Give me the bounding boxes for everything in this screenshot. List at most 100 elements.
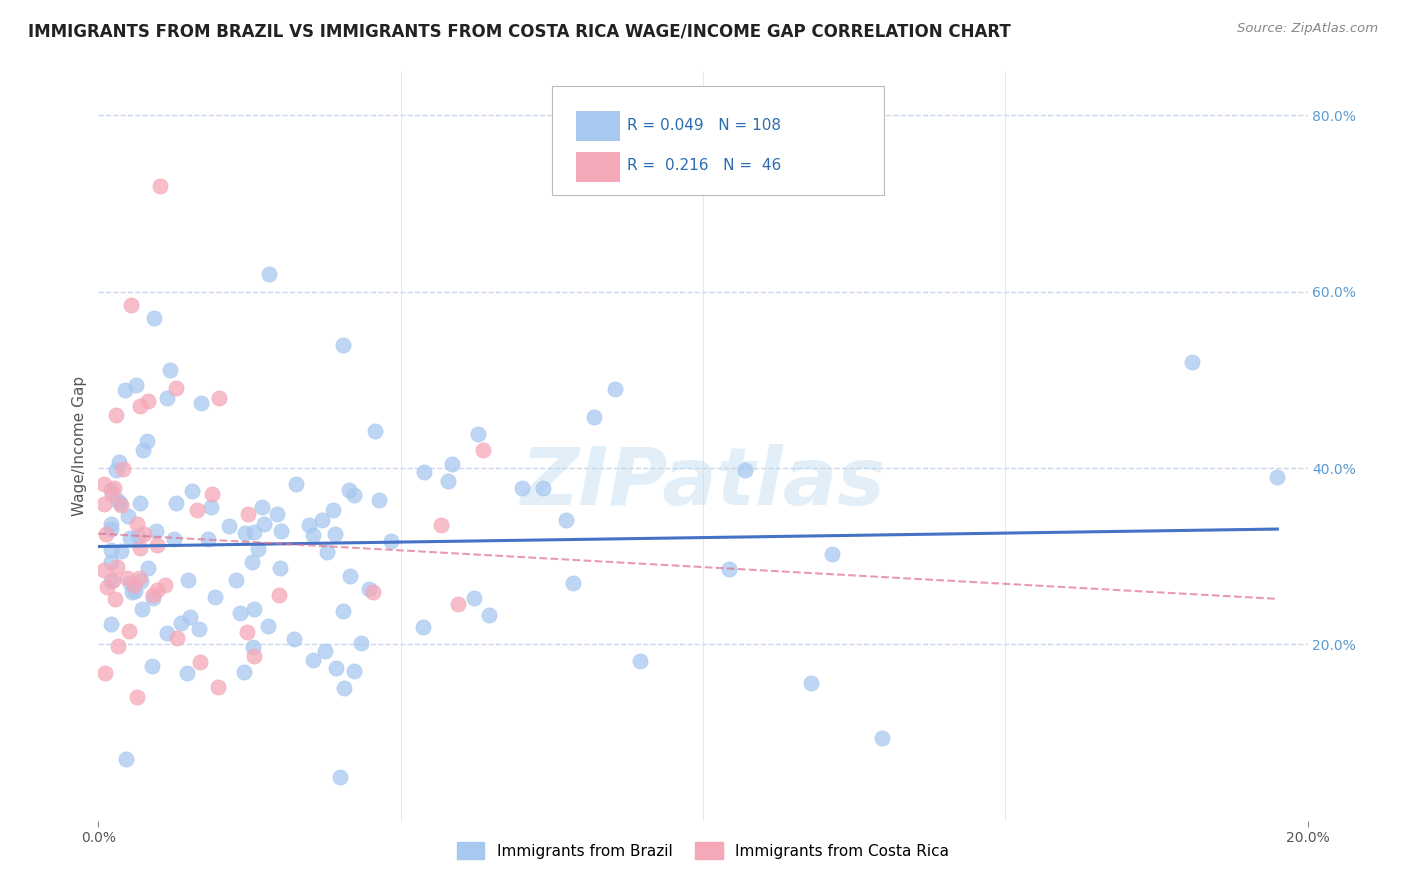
Point — [176, 573, 198, 587]
Point — [114, 383, 136, 397]
Point — [176, 665, 198, 680]
Point — [197, 533, 219, 547]
Point — [118, 575, 141, 590]
Point — [100, 616, 122, 631]
Text: R =  0.216   N =  46: R = 0.216 N = 46 — [627, 158, 782, 173]
Point — [380, 533, 402, 548]
Point — [200, 500, 222, 514]
Point — [240, 555, 263, 569]
Point — [129, 541, 152, 556]
Point — [136, 394, 159, 409]
Point — [436, 474, 458, 488]
Point — [207, 680, 229, 694]
Point — [146, 538, 169, 552]
Point — [204, 590, 226, 604]
Point — [343, 664, 366, 678]
Point — [870, 731, 893, 745]
FancyBboxPatch shape — [576, 152, 620, 181]
Point — [128, 571, 150, 585]
Point — [236, 625, 259, 640]
Point — [250, 500, 273, 515]
Point — [467, 426, 489, 441]
Point — [118, 624, 141, 638]
Point — [181, 483, 204, 498]
Point — [628, 654, 651, 668]
Text: Source: ZipAtlas.com: Source: ZipAtlas.com — [1237, 22, 1378, 36]
Point — [333, 681, 356, 695]
Point — [361, 585, 384, 599]
Point — [125, 517, 148, 532]
Point — [350, 636, 373, 650]
FancyBboxPatch shape — [576, 112, 620, 141]
Point — [104, 592, 127, 607]
Point — [232, 665, 254, 679]
Point — [94, 666, 117, 681]
Point — [166, 632, 188, 646]
Point — [332, 604, 354, 618]
Point — [94, 526, 117, 541]
Point — [156, 391, 179, 405]
Point — [170, 616, 193, 631]
Point — [225, 574, 247, 588]
Point — [118, 531, 141, 545]
Point — [447, 597, 470, 611]
Point — [108, 455, 131, 469]
Point — [103, 482, 125, 496]
Point — [100, 517, 122, 532]
Point — [243, 525, 266, 540]
Point — [107, 639, 129, 653]
Point — [821, 547, 844, 561]
Point — [96, 580, 118, 594]
Point — [105, 463, 128, 477]
Point — [100, 542, 122, 557]
Point — [93, 497, 115, 511]
Point — [129, 400, 152, 414]
Point — [145, 524, 167, 538]
Point — [242, 640, 264, 654]
Point — [100, 483, 122, 497]
Point — [105, 408, 128, 422]
Point — [120, 298, 142, 312]
Point — [143, 311, 166, 326]
Point — [136, 561, 159, 575]
Point — [110, 544, 132, 558]
Point — [605, 382, 627, 396]
Point — [332, 337, 354, 351]
Point — [165, 496, 187, 510]
Point — [259, 267, 281, 281]
Point — [734, 463, 756, 477]
Point — [471, 443, 494, 458]
Point — [441, 457, 464, 471]
Point — [153, 578, 176, 592]
Legend: Immigrants from Brazil, Immigrants from Costa Rica: Immigrants from Brazil, Immigrants from … — [451, 836, 955, 865]
Point — [114, 752, 136, 766]
Point — [142, 591, 165, 605]
Point — [283, 632, 305, 646]
Point — [285, 477, 308, 491]
Point — [337, 483, 360, 497]
Point — [110, 498, 132, 512]
Point — [159, 363, 181, 377]
Point — [412, 620, 434, 634]
Point — [142, 588, 165, 602]
Point — [132, 442, 155, 457]
Point — [429, 518, 451, 533]
Point — [115, 571, 138, 585]
Point — [315, 545, 337, 559]
Point — [122, 578, 145, 592]
Point — [101, 487, 124, 501]
Point — [253, 516, 276, 531]
Point — [266, 508, 288, 522]
Point — [190, 396, 212, 410]
Point — [132, 527, 155, 541]
Text: ZIPatlas: ZIPatlas — [520, 444, 886, 523]
Point — [93, 477, 115, 491]
Point — [247, 542, 270, 557]
Point — [314, 644, 336, 658]
Point — [257, 619, 280, 633]
Point — [343, 488, 366, 502]
Point — [127, 529, 149, 543]
Point — [100, 574, 122, 589]
Point — [510, 481, 533, 495]
Point — [125, 377, 148, 392]
